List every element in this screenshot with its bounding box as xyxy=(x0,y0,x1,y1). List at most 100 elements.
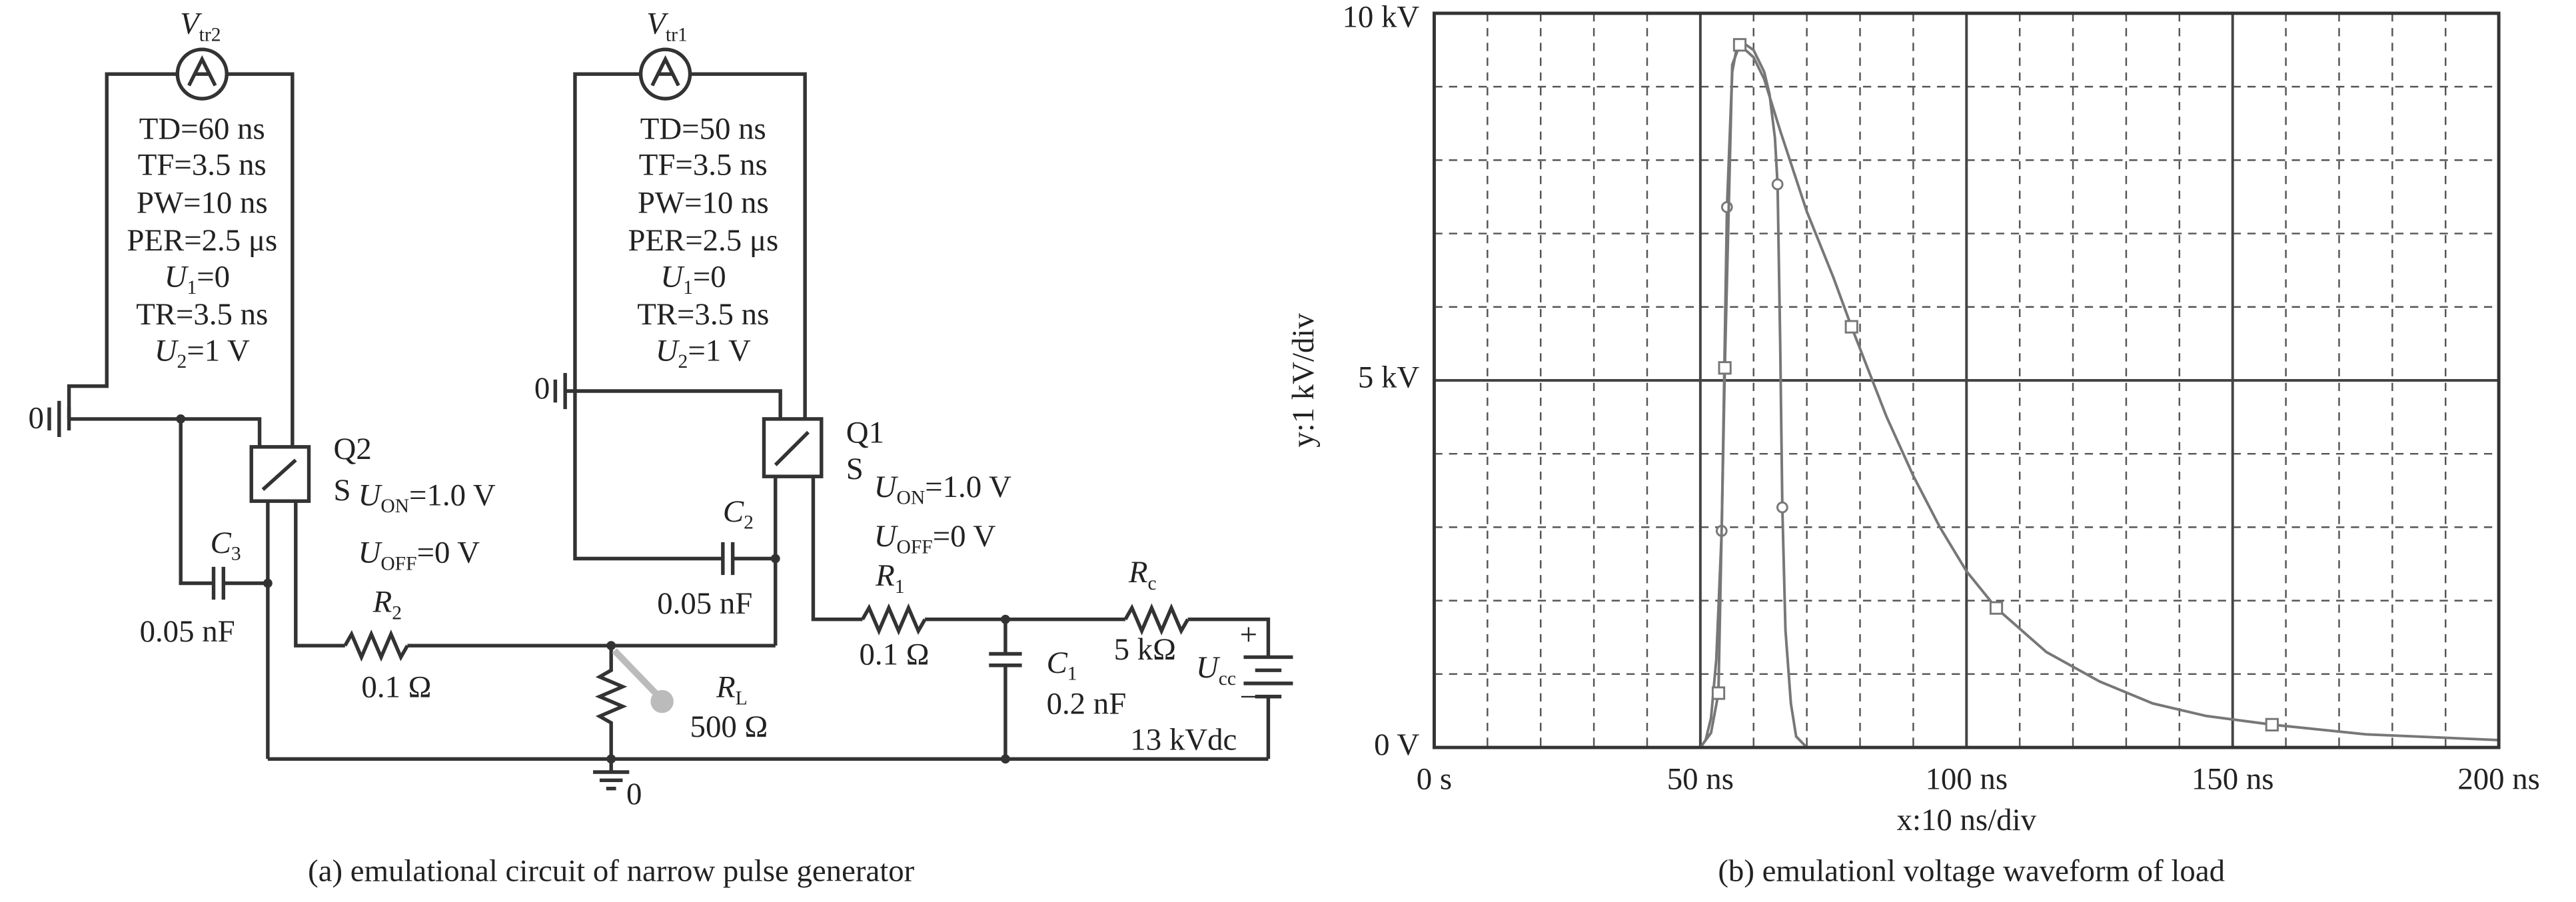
label-text: 13 kVdc xyxy=(1130,722,1237,757)
circuit-label: C2 xyxy=(723,494,754,534)
circuit-wires xyxy=(47,47,1293,791)
source-symbol xyxy=(650,55,680,87)
resistor xyxy=(343,630,409,662)
circuit-label: R1 xyxy=(875,558,904,598)
label-subscript: 2 xyxy=(744,512,754,533)
marker xyxy=(1776,501,1788,514)
battery xyxy=(1243,655,1293,699)
label-subscript: ON xyxy=(897,488,926,509)
y-tick-label: 5 kV xyxy=(1358,360,1420,395)
circuit-label: 0.1 Ω xyxy=(859,637,929,672)
circuit-label: UON=1.0 V xyxy=(358,478,495,517)
circuit-label: 13 kVdc xyxy=(1130,722,1237,757)
wire xyxy=(573,391,723,561)
marker xyxy=(1732,38,1747,52)
switch-blade xyxy=(261,458,297,491)
marker xyxy=(1720,201,1733,213)
y-tick-label: 0 V xyxy=(1374,727,1419,762)
label-text: TR=3.5 ns xyxy=(637,297,769,332)
label-subscript: 2 xyxy=(678,351,688,372)
circuit-label: PER=2.5 μs xyxy=(127,223,277,258)
wire xyxy=(1187,618,1271,658)
wire xyxy=(67,72,178,419)
chart: 0 s 50 ns 100 ns 150 ns 200 ns 0 V 5 kV 10 kV x:… xyxy=(1286,0,2540,889)
circuit-label: PER=2.5 μs xyxy=(628,223,778,258)
capacitor xyxy=(211,566,226,600)
label-subscript: tr2 xyxy=(199,24,221,45)
label-text: + xyxy=(1240,618,1257,652)
label-text: Q1 xyxy=(846,415,884,450)
label-subscript: L xyxy=(736,687,748,709)
ground xyxy=(593,759,630,791)
circuit-label: U1=0 xyxy=(165,259,230,298)
label-text: U xyxy=(358,478,382,512)
circuit-label: 0.05 nF xyxy=(657,586,752,621)
circuit-label: 500 Ω xyxy=(690,709,768,744)
label-text: − xyxy=(1240,679,1257,714)
node xyxy=(1001,754,1010,764)
label-subscript: 1 xyxy=(895,576,905,598)
circuit-label: Q1 xyxy=(846,415,884,450)
label-text: PER=2.5 μs xyxy=(628,223,778,258)
circuit-label: TD=50 ns xyxy=(640,111,766,146)
label-text: PW=10 ns xyxy=(137,185,268,220)
label-text: C xyxy=(211,526,232,560)
label-subscript: 3 xyxy=(231,543,241,564)
circuit-label: R2 xyxy=(372,584,402,624)
label-text: S xyxy=(334,473,351,508)
label-subscript: c xyxy=(1147,573,1156,594)
label-text: PER=2.5 μs xyxy=(127,223,277,258)
label-tail: =0 xyxy=(693,259,726,294)
node xyxy=(770,554,780,564)
label-text: R xyxy=(716,670,736,704)
resistor xyxy=(861,603,927,636)
wire xyxy=(294,501,345,648)
circuit-label: − xyxy=(1240,679,1257,714)
label-text: C xyxy=(1047,646,1068,680)
label-text: 0.1 Ω xyxy=(361,670,431,704)
circuit-label: RL xyxy=(716,670,748,709)
circuit-label: UON=1.0 V xyxy=(874,470,1011,509)
switch-blade xyxy=(774,430,810,466)
circuit-label: TR=3.5 ns xyxy=(637,297,769,332)
circuit-label: TF=3.5 ns xyxy=(138,147,267,182)
label-text: 0.05 nF xyxy=(657,586,752,621)
label-subscript: OFF xyxy=(380,553,416,574)
probe-tip xyxy=(650,689,674,713)
label-text: U xyxy=(155,333,179,368)
circuit-label: Rc xyxy=(1128,555,1157,594)
label-text: TD=60 ns xyxy=(139,111,265,146)
marker xyxy=(1718,361,1732,375)
label-text: S xyxy=(846,452,864,486)
label-text: TF=3.5 ns xyxy=(639,147,768,182)
circuit-label: 0.1 Ω xyxy=(361,670,431,704)
probe xyxy=(612,648,663,701)
y-tick-label: 10 kV xyxy=(1342,0,1419,35)
label-text: 0 xyxy=(626,777,642,811)
label-tail: =0 V xyxy=(417,535,480,570)
label-text: V xyxy=(180,6,203,41)
resistor xyxy=(595,646,628,759)
circuit-label: Ucc xyxy=(1196,650,1236,689)
source-symbol xyxy=(187,55,217,87)
y-axis-title: y:1 kV/div xyxy=(1286,313,1321,448)
label-subscript: cc xyxy=(1219,668,1236,689)
label-text: V xyxy=(646,6,669,41)
x-axis-title: x:10 ns/div xyxy=(1897,803,2037,837)
circuit-label: UOFF=0 V xyxy=(874,519,996,558)
circuit-label: TR=3.5 ns xyxy=(136,297,268,332)
circuit-label: TD=60 ns xyxy=(139,111,265,146)
label-tail: =1.0 V xyxy=(925,470,1011,504)
label-text: R xyxy=(875,558,895,593)
circuit-label: 0 xyxy=(29,400,44,435)
marker xyxy=(1771,178,1784,191)
circuit-label: TF=3.5 ns xyxy=(639,147,768,182)
circuit-label: C3 xyxy=(211,526,241,565)
x-tick-label: 200 ns xyxy=(2457,762,2540,797)
label-text: U xyxy=(358,535,382,570)
circuit-label: Q2 xyxy=(334,432,372,466)
caption: (b) emulationl voltage waveform of load xyxy=(1718,854,2225,889)
label-subscript: OFF xyxy=(897,536,933,558)
label-text: U xyxy=(656,333,680,368)
circuit-label: Vtr1 xyxy=(646,6,687,45)
